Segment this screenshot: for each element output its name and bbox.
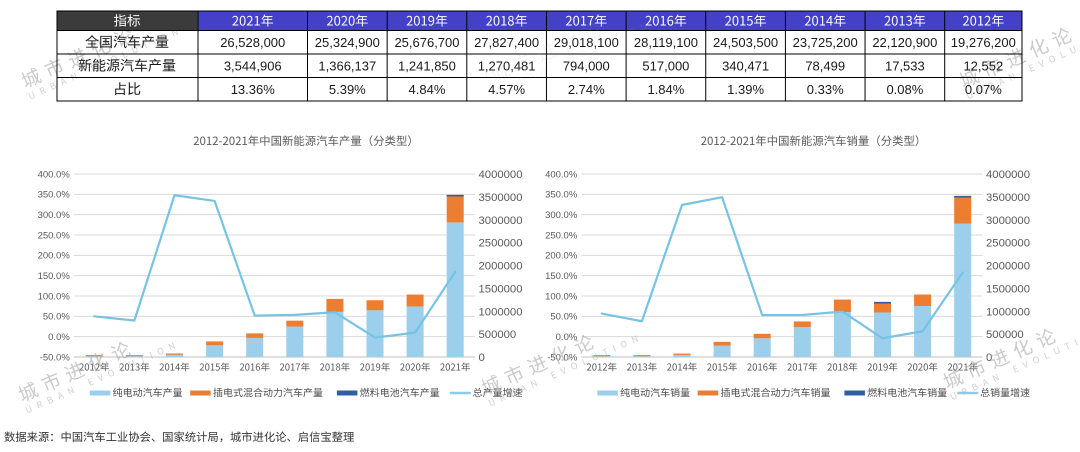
svg-text:1.84%: 1.84% [647, 82, 684, 97]
svg-text:500000: 500000 [479, 329, 517, 341]
svg-text:19,276,200: 19,276,200 [951, 35, 1016, 50]
svg-text:250.0%: 250.0% [38, 230, 71, 241]
svg-text:26,528,000: 26,528,000 [220, 35, 285, 50]
svg-text:1.39%: 1.39% [727, 82, 764, 97]
svg-text:100.0%: 100.0% [545, 291, 578, 302]
svg-text:400.0%: 400.0% [545, 169, 578, 180]
svg-text:0.07%: 0.07% [965, 82, 1002, 97]
svg-text:350.0%: 350.0% [545, 190, 578, 201]
svg-text:5.39%: 5.39% [329, 82, 366, 97]
svg-text:25,676,700: 25,676,700 [394, 35, 459, 50]
svg-text:200.0%: 200.0% [38, 251, 71, 262]
svg-text:350.0%: 350.0% [38, 190, 71, 201]
svg-text:150.0%: 150.0% [545, 271, 578, 282]
svg-text:28,119,100: 28,119,100 [634, 35, 698, 50]
svg-text:25,324,900: 25,324,900 [315, 35, 380, 50]
svg-text:4000000: 4000000 [479, 169, 523, 181]
svg-text:100.0%: 100.0% [38, 291, 71, 302]
svg-text:200.0%: 200.0% [545, 251, 578, 262]
svg-text:0.0%: 0.0% [556, 332, 578, 343]
svg-text:250.0%: 250.0% [545, 230, 578, 241]
svg-text:2.74%: 2.74% [568, 82, 605, 97]
svg-text:400.0%: 400.0% [38, 169, 71, 180]
svg-text:300.0%: 300.0% [38, 210, 71, 221]
svg-text:3,544,906: 3,544,906 [224, 58, 282, 73]
svg-text:12,552: 12,552 [963, 58, 1003, 73]
svg-text:78,499: 78,499 [805, 58, 845, 73]
svg-text:23,725,200: 23,725,200 [793, 35, 858, 50]
svg-text:22,120,900: 22,120,900 [872, 35, 937, 50]
svg-text:2500000: 2500000 [986, 238, 1030, 250]
svg-text:4000000: 4000000 [986, 169, 1030, 181]
svg-text:3000000: 3000000 [986, 215, 1030, 227]
svg-text:50.0%: 50.0% [43, 312, 70, 323]
svg-text:0.33%: 0.33% [807, 82, 844, 97]
svg-text:4.57%: 4.57% [488, 82, 525, 97]
svg-text:24,503,500: 24,503,500 [713, 35, 778, 50]
svg-text:3000000: 3000000 [479, 215, 523, 227]
svg-text:1500000: 1500000 [986, 283, 1030, 295]
svg-text:500000: 500000 [986, 329, 1024, 341]
svg-text:-50.0%: -50.0% [40, 352, 71, 363]
svg-text:13.36%: 13.36% [231, 82, 276, 97]
svg-text:2000000: 2000000 [986, 261, 1030, 273]
svg-text:27,827,400: 27,827,400 [474, 35, 539, 50]
svg-text:0: 0 [479, 352, 485, 364]
svg-text:150.0%: 150.0% [38, 271, 71, 282]
svg-text:1500000: 1500000 [479, 283, 523, 295]
svg-text:3500000: 3500000 [986, 192, 1030, 204]
svg-text:2500000: 2500000 [479, 238, 523, 250]
svg-text:0: 0 [986, 352, 992, 364]
svg-text:1000000: 1000000 [986, 306, 1030, 318]
svg-text:517,000: 517,000 [642, 58, 689, 73]
svg-text:1,366,137: 1,366,137 [318, 58, 376, 73]
svg-text:4.84%: 4.84% [409, 82, 446, 97]
svg-text:1000000: 1000000 [479, 306, 523, 318]
svg-text:794,000: 794,000 [563, 58, 610, 73]
svg-text:0.08%: 0.08% [886, 82, 923, 97]
svg-text:300.0%: 300.0% [545, 210, 578, 221]
svg-text:50.0%: 50.0% [550, 312, 577, 323]
svg-text:0.0%: 0.0% [48, 332, 70, 343]
svg-text:2000000: 2000000 [479, 261, 523, 273]
svg-text:17,533: 17,533 [885, 58, 925, 73]
svg-text:340,471: 340,471 [722, 58, 769, 73]
svg-text:3500000: 3500000 [479, 192, 523, 204]
svg-text:1,241,850: 1,241,850 [398, 58, 456, 73]
